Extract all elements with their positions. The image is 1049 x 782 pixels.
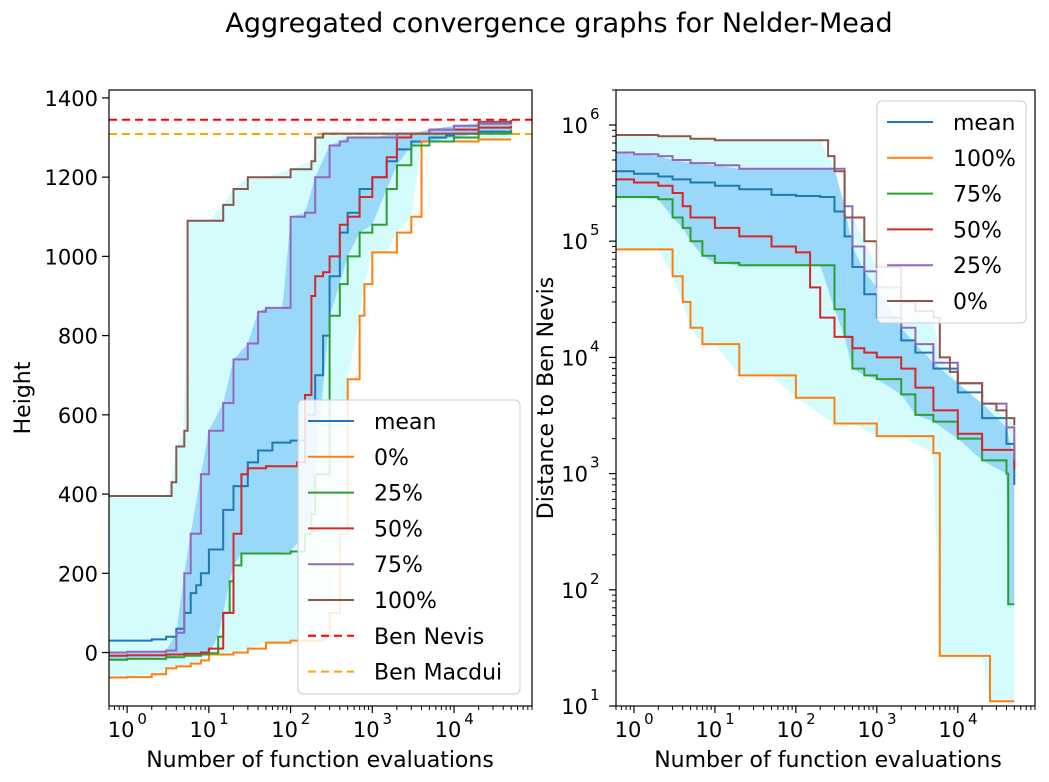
height-ytick-label: 800 [58, 325, 98, 349]
legend-frame [297, 399, 521, 695]
height-x-axis-label: Number of function evaluations [146, 748, 494, 773]
height-ytick-label: 1400 [45, 87, 98, 111]
distance-legend: mean 100% 75% 50% 25% 0% [876, 100, 1027, 324]
legend-label: 25% [953, 254, 1002, 279]
distance-ytick-exponent: 6 [590, 105, 600, 123]
legend-label: Ben Nevis [374, 625, 484, 650]
distance-plot-frame [615, 89, 1036, 707]
distance-band-outer [616, 135, 1015, 702]
distance-xtick-exponent: 0 [644, 710, 654, 728]
height-ytick-label: 400 [58, 483, 98, 507]
distance-xtick-label: 10 [857, 718, 884, 742]
distance-x-axis-label: Number of function evaluations [654, 748, 1002, 773]
distance-xtick-label: 10 [938, 718, 965, 742]
legend-label: 0% [953, 290, 988, 315]
distance-y-axis-label: Distance to Ben Nevis [534, 277, 559, 519]
distance-xtick-exponent: 1 [725, 710, 735, 728]
legend-label: 75% [953, 183, 1002, 208]
legend-frame [876, 100, 1027, 324]
height-band-inner [109, 121, 512, 660]
distance-xtick-exponent: 4 [968, 710, 978, 728]
height-xtick-label: 10 [353, 718, 380, 742]
distance-ytick-label: 10 [561, 230, 588, 254]
distance-ytick-label: 10 [561, 114, 588, 138]
distance-xtick-exponent: 3 [887, 710, 897, 728]
height-legend: mean 0% 25% 50% 75% 100% Ben Nevis Ben Macdui [297, 399, 521, 695]
distance-series-50pct [616, 178, 1016, 469]
height-xtick-exponent: 1 [219, 710, 229, 728]
height-xtick-label: 10 [435, 718, 462, 742]
height-chart: 10 0 10 1 10 2 10 3 10 4 020040060080010001200140… [11, 87, 533, 773]
height-ytick-label: 600 [58, 404, 98, 428]
legend-label: mean [953, 111, 1015, 136]
legend-label: 50% [953, 218, 1002, 243]
distance-xtick-exponent: 2 [806, 710, 816, 728]
legend-label: Ben Macdui [374, 661, 502, 686]
legend-label: 25% [374, 482, 423, 507]
height-xtick-exponent: 0 [137, 710, 147, 728]
legend-label: 50% [374, 517, 423, 542]
height-xtick-exponent: 4 [464, 710, 474, 728]
legend-label: 75% [374, 553, 423, 578]
distance-ytick-exponent: 4 [590, 337, 600, 355]
height-y-axis-label: Height [11, 361, 36, 434]
distance-series-100pct [616, 248, 1015, 703]
distance-ytick-label: 10 [561, 579, 588, 603]
height-xtick-exponent: 3 [383, 710, 393, 728]
distance-ytick-label: 10 [561, 463, 588, 487]
height-ytick-label: 1200 [45, 166, 98, 190]
height-xtick-label: 10 [271, 718, 298, 742]
legend-label: mean [374, 410, 436, 435]
legend-label: 100% [374, 589, 437, 614]
legend-label: 0% [374, 446, 409, 471]
distance-xtick-label: 10 [615, 718, 642, 742]
height-ytick-label: 200 [58, 562, 98, 586]
height-ytick-label: 1000 [45, 245, 98, 269]
distance-ytick-exponent: 1 [590, 686, 600, 704]
distance-xtick-label: 10 [776, 718, 803, 742]
distance-ytick-label: 10 [561, 346, 588, 370]
height-xtick-label: 10 [189, 718, 216, 742]
distance-ytick-exponent: 5 [590, 221, 600, 239]
height-plot-frame [108, 89, 533, 707]
distance-xtick-label: 10 [696, 718, 723, 742]
figure-title: Aggregated convergence graphs for Nelder… [225, 8, 892, 39]
distance-ytick-exponent: 2 [590, 570, 600, 588]
height-xtick-label: 10 [108, 718, 135, 742]
distance-ytick-label: 10 [561, 695, 588, 719]
height-ytick-label: 0 [85, 642, 98, 666]
height-xtick-exponent: 2 [301, 710, 311, 728]
distance-ytick-exponent: 3 [590, 454, 600, 472]
height-series-100pct [109, 119, 513, 497]
legend-label: 100% [953, 147, 1016, 172]
